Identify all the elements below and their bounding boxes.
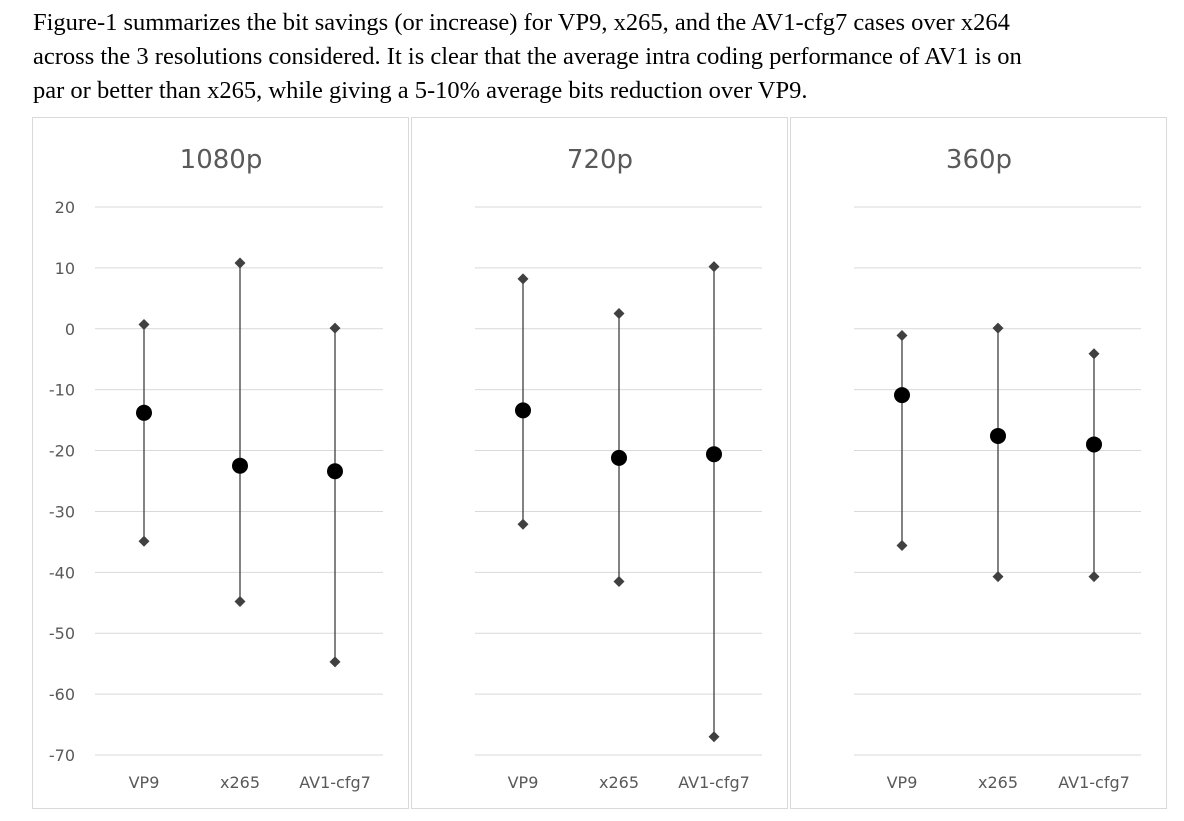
- category-label-720p-vp9: VP9: [508, 773, 539, 792]
- avg-marker-720p-av1-cfg7: [706, 446, 722, 463]
- y-tick-label--10: -10: [49, 381, 75, 400]
- max-marker-720p-vp9: [517, 273, 529, 285]
- min-marker-360p-vp9: [896, 540, 908, 552]
- min-marker-1080p-vp9: [138, 535, 150, 547]
- y-tick-label--60: -60: [49, 685, 75, 704]
- category-label-720p-av1-cfg7: AV1-cfg7: [678, 773, 750, 792]
- y-tick-label--70: -70: [49, 746, 75, 765]
- y-tick-label--20: -20: [49, 442, 75, 461]
- avg-marker-720p-x265: [611, 449, 627, 466]
- min-marker-720p-av1-cfg7: [708, 731, 720, 743]
- y-tick-label--50: -50: [49, 624, 75, 643]
- min-marker-1080p-av1-cfg7: [329, 656, 341, 668]
- max-marker-1080p-x265: [234, 257, 246, 269]
- caption-line-1: Figure-1 summarizes the bit savings (or …: [33, 9, 1010, 36]
- min-marker-720p-vp9: [517, 518, 529, 530]
- panel-title-360p: 360p: [946, 145, 1012, 175]
- panel-title-720p: 720p: [567, 145, 633, 175]
- max-marker-360p-vp9: [896, 329, 908, 341]
- y-tick-label-10: 10: [55, 259, 75, 278]
- caption-line-2: across the 3 resolutions considered. It …: [33, 43, 1022, 70]
- category-label-360p-av1-cfg7: AV1-cfg7: [1058, 773, 1130, 792]
- avg-marker-720p-vp9: [515, 402, 531, 419]
- category-label-360p-x265: x265: [978, 773, 1018, 792]
- max-marker-1080p-vp9: [138, 319, 150, 331]
- avg-marker-360p-x265: [990, 427, 1006, 444]
- category-label-1080p-x265: x265: [220, 773, 260, 792]
- min-marker-360p-x265: [992, 571, 1004, 583]
- avg-marker-360p-vp9: [894, 387, 910, 404]
- avg-marker-1080p-av1-cfg7: [327, 463, 343, 480]
- max-marker-360p-x265: [992, 322, 1004, 334]
- max-marker-720p-x265: [613, 308, 625, 320]
- max-marker-360p-av1-cfg7: [1088, 348, 1100, 360]
- category-label-1080p-vp9: VP9: [129, 773, 160, 792]
- avg-marker-1080p-x265: [232, 457, 248, 474]
- y-tick-label--30: -30: [49, 502, 75, 521]
- avg-marker-360p-av1-cfg7: [1086, 436, 1102, 453]
- caption: Figure-1 summarizes the bit savings (or …: [33, 6, 1183, 108]
- category-label-720p-x265: x265: [599, 773, 639, 792]
- min-marker-1080p-x265: [234, 596, 246, 608]
- category-label-1080p-av1-cfg7: AV1-cfg7: [299, 773, 371, 792]
- y-tick-label-0: 0: [65, 320, 75, 339]
- min-marker-720p-x265: [613, 575, 625, 587]
- category-label-360p-vp9: VP9: [887, 773, 918, 792]
- y-tick-label-20: 20: [55, 198, 75, 217]
- caption-line-3: par or better than x265, while giving a …: [33, 77, 808, 104]
- max-marker-1080p-av1-cfg7: [329, 322, 341, 334]
- y-tick-label--40: -40: [49, 563, 75, 582]
- min-marker-360p-av1-cfg7: [1088, 571, 1100, 583]
- panel-title-1080p: 1080p: [180, 145, 263, 175]
- avg-marker-1080p-vp9: [136, 404, 152, 421]
- max-marker-720p-av1-cfg7: [708, 261, 720, 273]
